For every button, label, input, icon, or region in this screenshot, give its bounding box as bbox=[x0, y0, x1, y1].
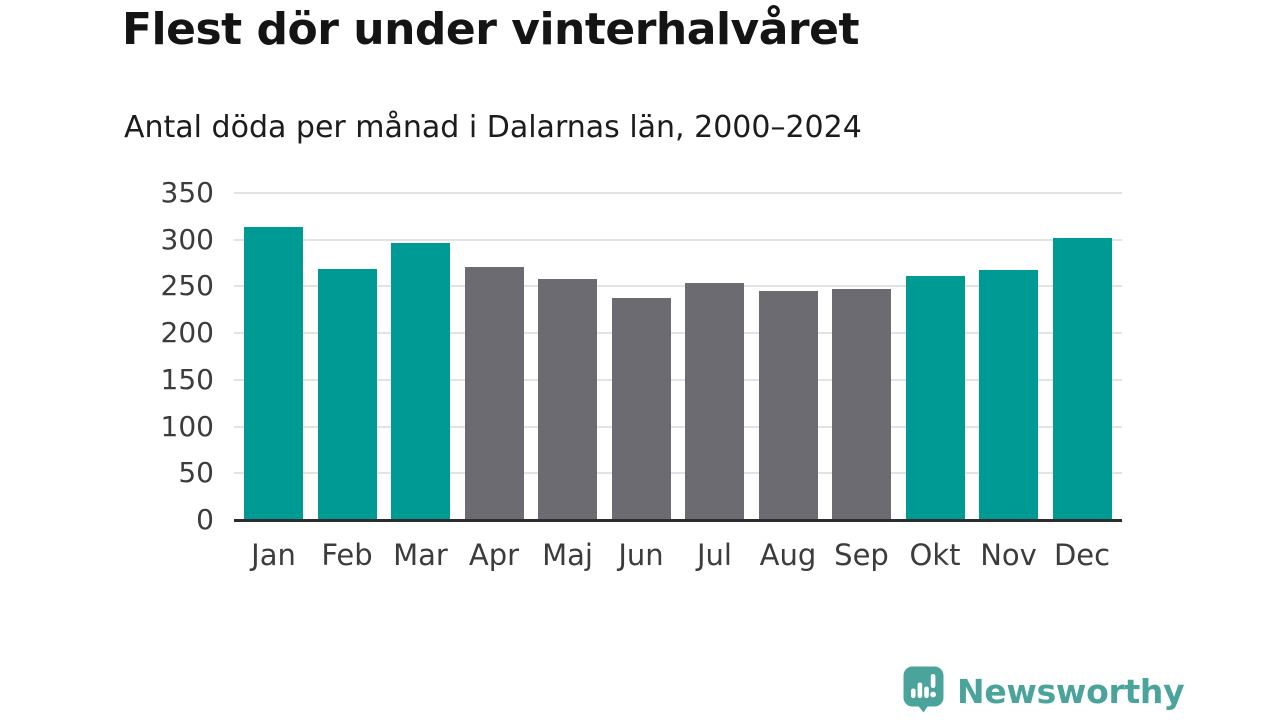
x-tick-label-jul: Jul bbox=[697, 538, 732, 572]
bar-dec bbox=[1052, 237, 1112, 520]
x-tick-label-mar: Mar bbox=[393, 538, 448, 572]
bar-apr bbox=[464, 266, 524, 520]
x-tick-label-dec: Dec bbox=[1053, 538, 1111, 572]
y-tick-label-250: 250 bbox=[160, 269, 214, 303]
y-tick-label-350: 350 bbox=[160, 176, 214, 209]
bar-okt bbox=[905, 276, 965, 520]
chart-subtitle: Antal döda per månad i Dalarnas län, 200… bbox=[124, 110, 862, 145]
bar-feb bbox=[317, 268, 377, 520]
x-tick-label-feb: Feb bbox=[321, 538, 373, 572]
y-tick-label-50: 50 bbox=[178, 456, 214, 490]
gridline-350 bbox=[234, 192, 1122, 194]
newsworthy-speech-bubble-chart-icon bbox=[903, 666, 944, 717]
gridline-250 bbox=[234, 285, 1122, 288]
bar-aug bbox=[758, 291, 818, 520]
y-tick-label-150: 150 bbox=[160, 362, 214, 396]
y-tick-label-100: 100 bbox=[160, 409, 214, 443]
newsworthy-logo: Newsworthy bbox=[903, 666, 1185, 717]
y-axis-ticks: 0 50 100 150 200 250 300 350 bbox=[60, 179, 214, 534]
x-tick-label-okt: Okt bbox=[909, 538, 961, 572]
y-tick-label-300: 300 bbox=[160, 222, 214, 256]
x-axis-line bbox=[234, 518, 1122, 522]
bar-maj bbox=[538, 278, 597, 520]
bar-jan bbox=[244, 226, 303, 520]
gridline-150 bbox=[234, 378, 1122, 381]
x-tick-label-apr: Apr bbox=[468, 538, 520, 572]
brand-name: Newsworthy bbox=[957, 672, 1185, 711]
x-axis-labels: Jan Feb Mar Apr Maj Jun Jul Aug Sep Okt Nov Dec bbox=[234, 521, 1122, 581]
gridline-100 bbox=[234, 425, 1122, 428]
x-tick-label-jun: Jun bbox=[618, 538, 664, 572]
x-tick-label-jan: Jan bbox=[251, 538, 296, 572]
x-tick-label-nov: Nov bbox=[980, 538, 1037, 572]
bar-jul bbox=[685, 282, 744, 520]
y-tick-label-0: 0 bbox=[196, 503, 214, 536]
x-tick-label-maj: Maj bbox=[542, 538, 593, 572]
chart-title: Flest dör under vinterhalvåret bbox=[122, 4, 859, 55]
bar-chart-plot-area bbox=[234, 192, 1122, 522]
bar-jun bbox=[611, 297, 671, 520]
x-tick-label-sep: Sep bbox=[834, 538, 889, 572]
gridline-50 bbox=[234, 472, 1122, 475]
gridline-300 bbox=[234, 238, 1122, 241]
bar-nov bbox=[979, 269, 1038, 520]
bar-mar bbox=[391, 243, 450, 520]
x-tick-label-aug: Aug bbox=[759, 538, 817, 572]
bar-sep bbox=[832, 289, 891, 520]
y-tick-label-200: 200 bbox=[160, 316, 214, 350]
gridline-200 bbox=[234, 332, 1122, 335]
